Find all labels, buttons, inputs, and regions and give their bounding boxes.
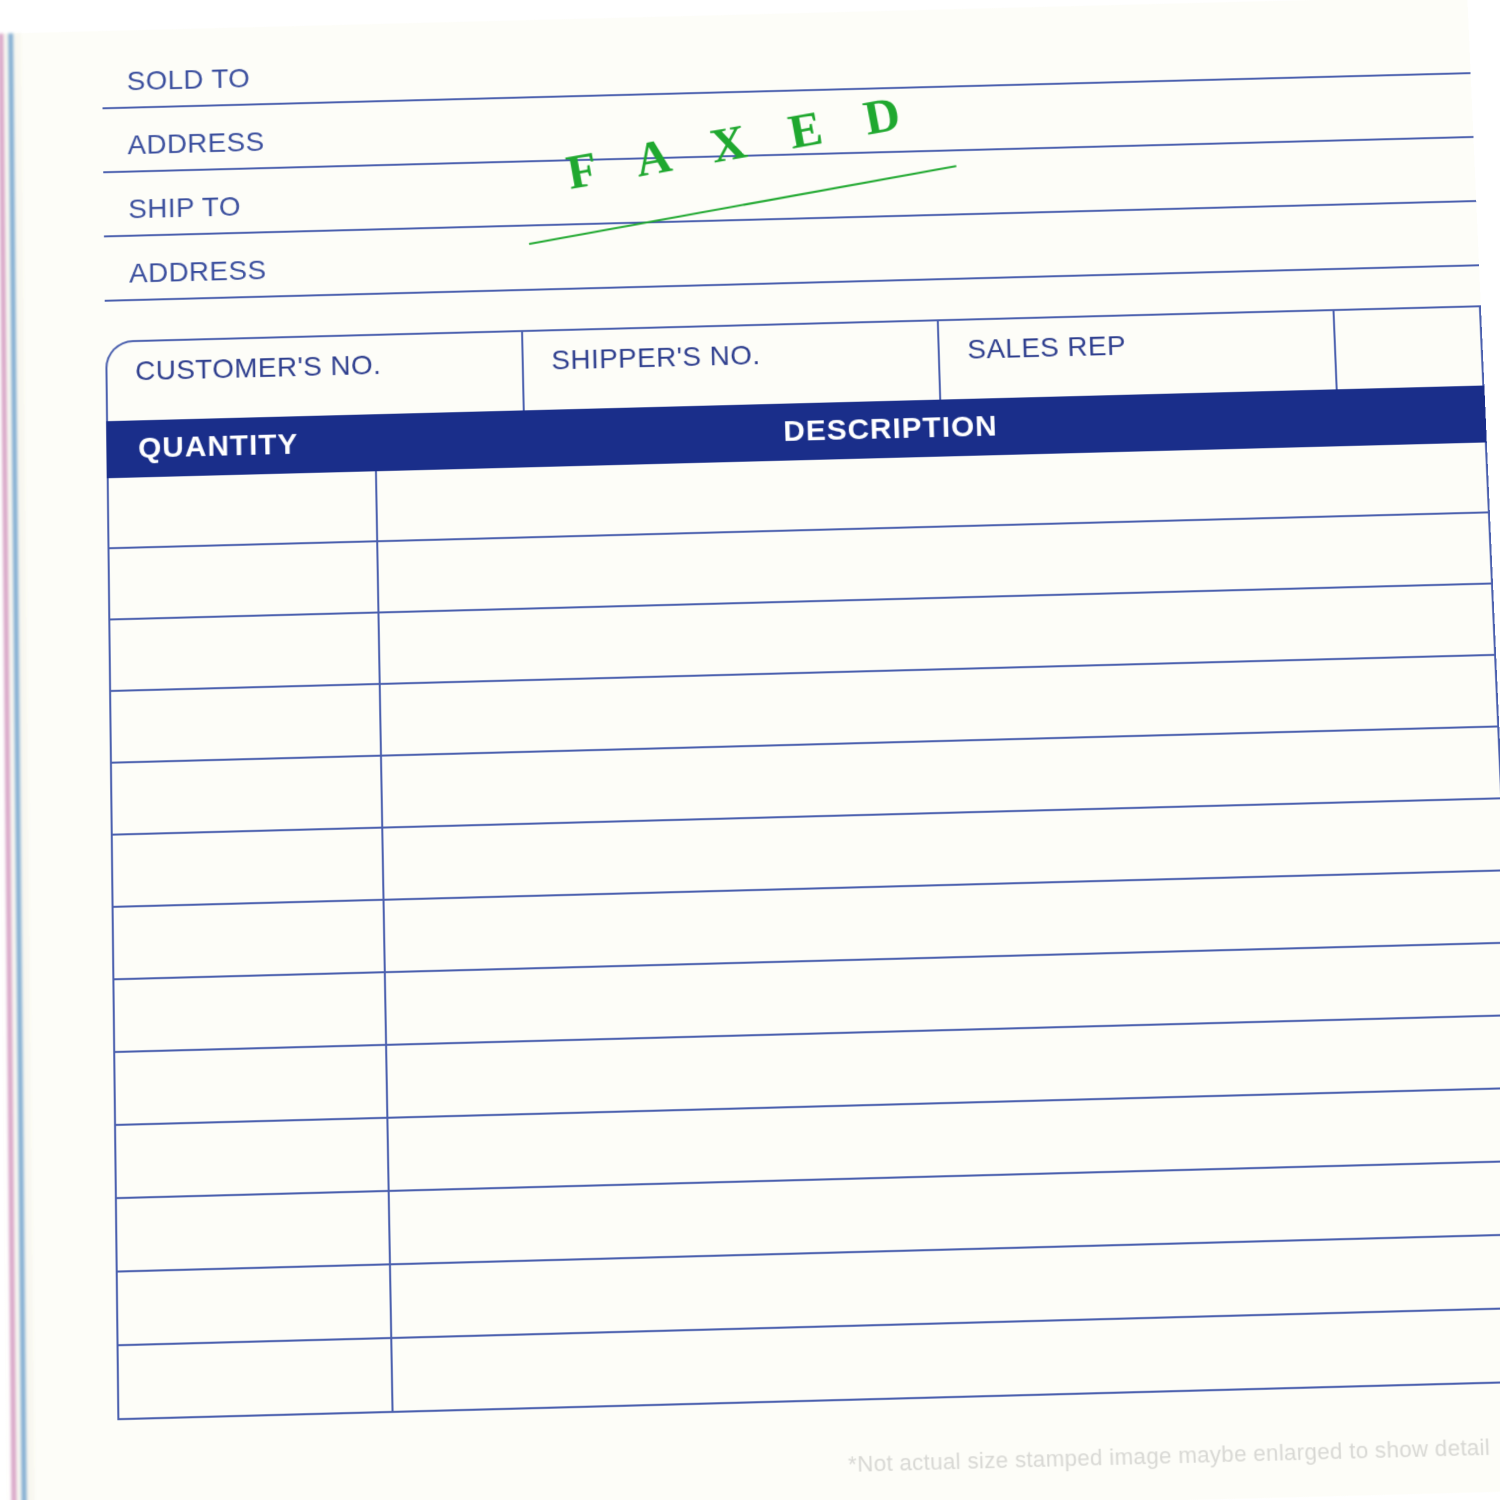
address-label-2: ADDRESS — [129, 255, 267, 290]
quantity-cell — [118, 1265, 393, 1344]
sold-to-label: SOLD TO — [127, 63, 251, 97]
quantity-cell — [115, 1046, 388, 1124]
shipper-no-label: SHIPPER'S NO. — [551, 340, 761, 376]
table-grid — [107, 442, 1500, 1420]
extra-header-cell — [1335, 307, 1483, 389]
disclaimer-text: *Not actual size stamped image maybe enl… — [848, 1434, 1491, 1478]
quantity-cell — [114, 901, 386, 979]
quantity-cell — [116, 1119, 390, 1197]
quantity-cell — [112, 757, 383, 834]
sales-rep-label: SALES REP — [967, 330, 1127, 364]
quantity-cell — [111, 685, 382, 762]
quantity-cell — [113, 829, 385, 906]
ship-to-label: SHIP TO — [128, 191, 241, 225]
quantity-cell — [109, 471, 378, 547]
invoice-form-page: SOLD TO ADDRESS SHIP TO ADDRESS F A X E … — [0, 0, 1500, 1500]
quantity-cell — [117, 1192, 391, 1271]
quantity-cell — [109, 542, 379, 618]
shipper-no-header: SHIPPER'S NO. — [523, 321, 941, 410]
customer-no-header: CUSTOMER'S NO. — [107, 332, 525, 421]
quantity-cell — [110, 613, 380, 690]
customer-no-label: CUSTOMER'S NO. — [135, 349, 382, 386]
carbon-copy-edge — [0, 33, 35, 1500]
quantity-cell — [119, 1339, 394, 1418]
quantity-band-label: QUANTITY — [106, 426, 375, 466]
quantity-cell — [114, 973, 387, 1051]
sales-rep-header: SALES REP — [939, 311, 1338, 400]
order-table: CUSTOMER'S NO. SHIPPER'S NO. SALES REP Q… — [105, 305, 1500, 1420]
form-area: SOLD TO ADDRESS SHIP TO ADDRESS F A X E … — [102, 10, 1500, 1420]
address-label-1: ADDRESS — [127, 126, 264, 161]
